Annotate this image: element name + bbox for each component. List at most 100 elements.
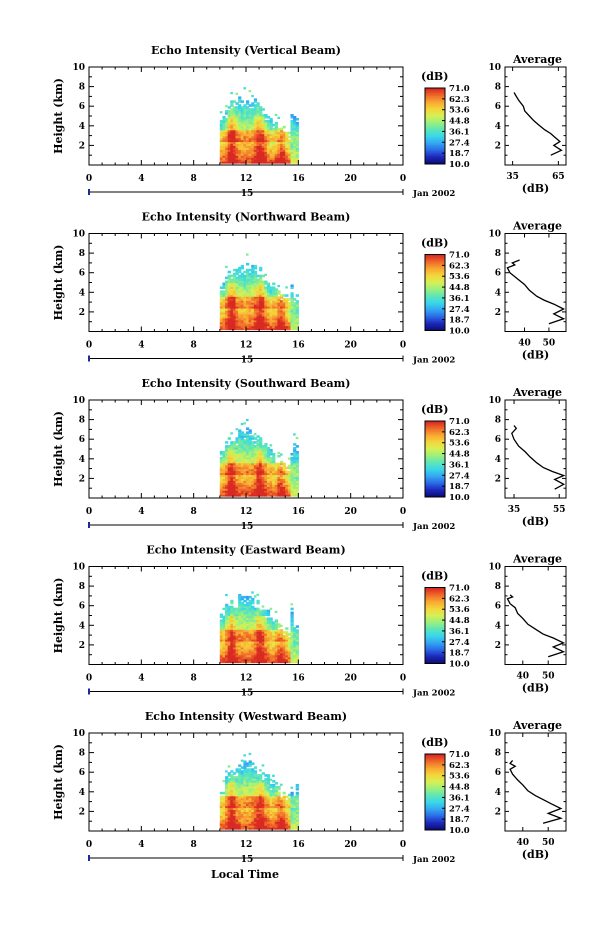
echo-cell — [280, 302, 284, 305]
echo-cell — [280, 472, 284, 476]
echo-cell — [230, 623, 234, 626]
echo-cell — [274, 803, 278, 807]
echo-cell — [248, 652, 252, 656]
echo-cell — [248, 447, 252, 450]
echo-cell — [219, 801, 224, 805]
echo-cell — [235, 155, 239, 158]
echo-cell — [246, 272, 250, 276]
echo-cell — [256, 133, 260, 137]
echo-cell — [235, 311, 239, 315]
echo-cell — [243, 456, 247, 460]
echo-cell — [227, 286, 231, 289]
echo-cell — [222, 466, 226, 470]
colorbar-swatch — [425, 597, 445, 599]
colorbar-swatch — [425, 479, 445, 482]
echo-cell — [280, 151, 284, 154]
echo-cell — [225, 456, 229, 460]
echo-cell — [285, 470, 289, 474]
echo-cell — [266, 452, 271, 456]
echo-cell — [227, 319, 231, 323]
echo-cell — [235, 821, 239, 824]
echo-cell — [219, 797, 224, 801]
echo-cell — [235, 464, 239, 468]
echo-cell — [225, 482, 229, 485]
echo-cell — [232, 783, 237, 787]
echo-cell — [293, 639, 297, 642]
echo-cell — [280, 783, 283, 786]
echo-cell — [295, 121, 299, 125]
echo-cell — [256, 639, 260, 642]
echo-cell — [280, 494, 284, 497]
echo-cell — [282, 819, 286, 822]
colorbar-swatch — [425, 160, 445, 163]
echo-cell — [261, 644, 265, 648]
echo-cell — [232, 789, 237, 793]
echo-cell — [261, 813, 265, 816]
echo-cell — [261, 456, 265, 460]
echo-cell — [253, 623, 258, 626]
echo-cell — [248, 131, 252, 135]
echo-cell — [272, 801, 276, 805]
echo-cell — [232, 452, 237, 456]
date-label: Jan 2002 — [412, 356, 455, 366]
colorbar-unit: (dB) — [421, 237, 448, 250]
echo-cell — [261, 619, 265, 622]
echo-cell — [277, 296, 281, 299]
echo-cell — [240, 611, 244, 615]
echo-cell — [251, 272, 255, 276]
echo-cell — [219, 155, 224, 158]
echo-cell — [240, 484, 244, 487]
echo-cell — [272, 627, 276, 630]
echo-cell — [246, 159, 250, 162]
echo-cell — [272, 456, 276, 460]
echo-cell — [251, 468, 255, 472]
echo-cell — [259, 125, 263, 129]
colorbar-swatch — [425, 324, 445, 327]
echo-cell — [269, 778, 273, 781]
colorbar-swatch — [425, 650, 445, 653]
x-tick-label: 20 — [344, 341, 357, 351]
echo-cell — [230, 640, 234, 644]
echo-cell — [287, 470, 292, 474]
echo-cell — [259, 642, 263, 646]
echo-cell — [232, 484, 237, 487]
echo-cell — [295, 456, 299, 460]
echo-cell — [269, 623, 273, 626]
echo-cell — [251, 276, 255, 280]
echo-cell — [225, 805, 229, 809]
echo-cell — [256, 492, 260, 495]
echo-cell — [256, 623, 260, 626]
echo-cell — [235, 129, 239, 133]
echo-cell — [272, 139, 276, 143]
echo-cell — [232, 121, 237, 125]
colorbar-label: 53.6 — [449, 106, 470, 116]
echo-cell — [246, 110, 250, 113]
echo-cell — [259, 623, 263, 626]
echo-cell — [248, 317, 252, 321]
echo-cell — [251, 633, 255, 636]
echo-cell — [295, 300, 299, 303]
echo-cell — [253, 787, 258, 791]
echo-cell — [227, 464, 231, 468]
colorbar-swatch — [425, 773, 445, 775]
echo-cell — [235, 439, 239, 442]
echo-cell — [266, 131, 271, 135]
echo-cell — [285, 644, 289, 648]
echo-cell — [293, 644, 297, 648]
echo-cell — [287, 306, 292, 309]
echo-cell — [285, 815, 289, 818]
echo-cell — [259, 637, 263, 640]
echo-cell — [285, 476, 289, 479]
echo-cell — [282, 799, 286, 803]
echo-cell — [232, 817, 237, 820]
echo-cell — [230, 292, 234, 295]
echo-cell — [246, 782, 250, 785]
echo-cell — [248, 658, 252, 662]
echo-cell — [222, 809, 226, 812]
echo-cell — [227, 306, 231, 309]
echo-cell — [261, 782, 265, 785]
echo-cell — [269, 127, 273, 131]
echo-cell — [261, 627, 265, 630]
echo-cell — [230, 468, 234, 472]
echo-cell — [290, 159, 294, 162]
